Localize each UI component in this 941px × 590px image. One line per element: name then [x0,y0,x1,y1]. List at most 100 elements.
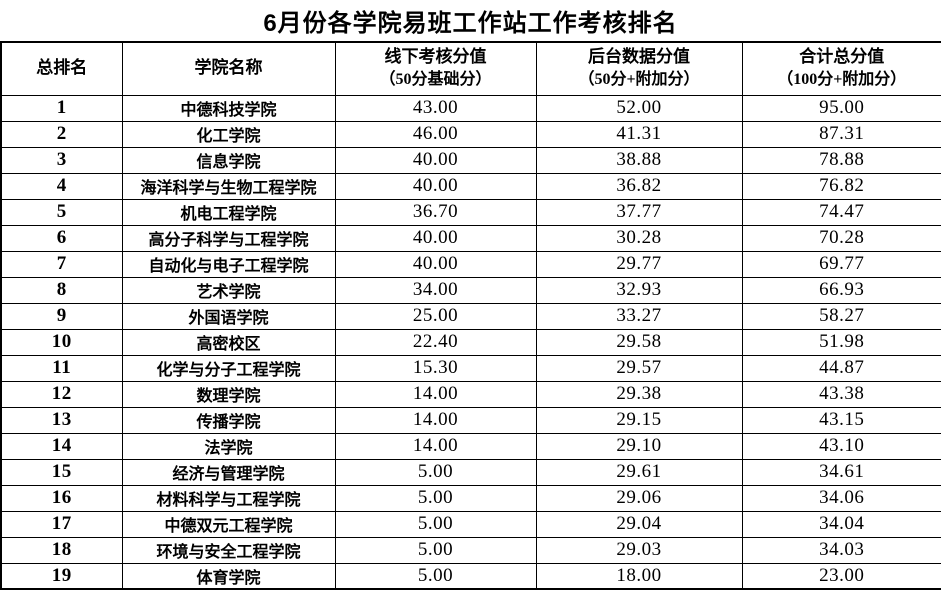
table-row: 11 化学与分子工程学院 15.30 29.57 44.87 [0,354,941,382]
college-name-cell: 高密校区 [121,328,336,356]
total-score-cell: 44.87 [741,354,941,382]
table-row: 9 外国语学院 25.00 33.27 58.27 [0,302,941,330]
college-name-cell: 化工学院 [121,120,336,148]
offline-score-cell: 15.30 [334,354,537,382]
backend-score-cell: 41.31 [535,120,743,148]
offline-score-cell: 43.00 [334,94,537,122]
total-score-cell: 87.31 [741,120,941,148]
table-row: 18 环境与安全工程学院 5.00 29.03 34.03 [0,536,941,564]
backend-score-cell: 29.77 [535,250,743,278]
rank-cell: 2 [0,120,123,148]
table-body: 1 中德科技学院 43.00 52.00 95.00 2 化工学院 46.00 41.31 87.… [0,94,941,590]
rank-cell: 6 [0,224,123,252]
backend-score-cell: 30.28 [535,224,743,252]
backend-score-cell: 29.06 [535,484,743,512]
table-row: 17 中德双元工程学院 5.00 29.04 34.04 [0,510,941,538]
col-header-offline-line2: （50分基础分） [379,71,492,89]
college-name-cell: 外国语学院 [121,302,336,330]
table-header: 总排名 学院名称 线下考核分值 （50分基础分） 后台数据分值 （50分+附加分… [0,41,941,96]
rank-cell: 9 [0,302,123,330]
total-score-cell: 78.88 [741,146,941,174]
backend-score-cell: 29.10 [535,432,743,460]
table-row: 12 数理学院 14.00 29.38 43.38 [0,380,941,408]
total-score-cell: 74.47 [741,198,941,226]
table-row: 19 体育学院 5.00 18.00 23.00 [0,562,941,590]
backend-score-cell: 36.82 [535,172,743,200]
rank-cell: 18 [0,536,123,564]
rank-cell: 1 [0,94,123,122]
college-name-cell: 环境与安全工程学院 [121,536,336,564]
offline-score-cell: 36.70 [334,198,537,226]
offline-score-cell: 5.00 [334,510,537,538]
col-header-rank-label: 总排名 [36,58,88,78]
table-row: 13 传播学院 14.00 29.15 43.15 [0,406,941,434]
col-header-rank: 总排名 [0,41,123,96]
total-score-cell: 95.00 [741,94,941,122]
college-name-cell: 中德科技学院 [121,94,336,122]
rank-cell: 14 [0,432,123,460]
total-score-cell: 43.38 [741,380,941,408]
total-score-cell: 69.77 [741,250,941,278]
total-score-cell: 43.10 [741,432,941,460]
table-row: 3 信息学院 40.00 38.88 78.88 [0,146,941,174]
col-header-backend-line2: （50分+附加分） [578,71,700,89]
offline-score-cell: 34.00 [334,276,537,304]
backend-score-cell: 29.57 [535,354,743,382]
college-name-cell: 法学院 [121,432,336,460]
title-band: 6月份各学院易班工作站工作考核排名 [0,0,941,41]
total-score-cell: 43.15 [741,406,941,434]
offline-score-cell: 5.00 [334,536,537,564]
table-row: 8 艺术学院 34.00 32.93 66.93 [0,276,941,304]
rank-cell: 15 [0,458,123,486]
col-header-total-score: 合计总分值 （100分+附加分） [741,41,941,96]
offline-score-cell: 25.00 [334,302,537,330]
offline-score-cell: 5.00 [334,458,537,486]
backend-score-cell: 33.27 [535,302,743,330]
col-header-offline-line1: 线下考核分值 [384,47,487,67]
offline-score-cell: 22.40 [334,328,537,356]
total-score-cell: 58.27 [741,302,941,330]
backend-score-cell: 29.03 [535,536,743,564]
table-row: 10 高密校区 22.40 29.58 51.98 [0,328,941,356]
table-row: 15 经济与管理学院 5.00 29.61 34.61 [0,458,941,486]
col-header-backend-line1: 后台数据分值 [588,47,690,67]
offline-score-cell: 40.00 [334,250,537,278]
rank-cell: 16 [0,484,123,512]
col-header-offline-score: 线下考核分值 （50分基础分） [334,41,537,96]
header-row: 总排名 学院名称 线下考核分值 （50分基础分） 后台数据分值 （50分+附加分… [0,41,941,96]
college-name-cell: 信息学院 [121,146,336,174]
col-header-backend-score: 后台数据分值 （50分+附加分） [535,41,743,96]
table-row: 2 化工学院 46.00 41.31 87.31 [0,120,941,148]
col-header-total-line1: 合计总分值 [799,47,885,67]
offline-score-cell: 40.00 [334,146,537,174]
backend-score-cell: 32.93 [535,276,743,304]
total-score-cell: 34.61 [741,458,941,486]
total-score-cell: 34.03 [741,536,941,564]
college-name-cell: 传播学院 [121,406,336,434]
backend-score-cell: 29.61 [535,458,743,486]
backend-score-cell: 37.77 [535,198,743,226]
table-row: 1 中德科技学院 43.00 52.00 95.00 [0,94,941,122]
college-name-cell: 经济与管理学院 [121,458,336,486]
offline-score-cell: 14.00 [334,380,537,408]
backend-score-cell: 29.04 [535,510,743,538]
rank-cell: 17 [0,510,123,538]
table-row: 16 材料科学与工程学院 5.00 29.06 34.06 [0,484,941,512]
backend-score-cell: 29.58 [535,328,743,356]
college-name-cell: 自动化与电子工程学院 [121,250,336,278]
total-score-cell: 76.82 [741,172,941,200]
offline-score-cell: 46.00 [334,120,537,148]
total-score-cell: 34.06 [741,484,941,512]
table-row: 4 海洋科学与生物工程学院 40.00 36.82 76.82 [0,172,941,200]
college-name-cell: 海洋科学与生物工程学院 [121,172,336,200]
backend-score-cell: 52.00 [535,94,743,122]
page-title: 6月份各学院易班工作站工作考核排名 [263,10,678,37]
offline-score-cell: 40.00 [334,224,537,252]
offline-score-cell: 5.00 [334,562,537,590]
college-name-cell: 材料科学与工程学院 [121,484,336,512]
total-score-cell: 70.28 [741,224,941,252]
col-header-college: 学院名称 [121,41,336,96]
rank-cell: 13 [0,406,123,434]
table-row: 5 机电工程学院 36.70 37.77 74.47 [0,198,941,226]
